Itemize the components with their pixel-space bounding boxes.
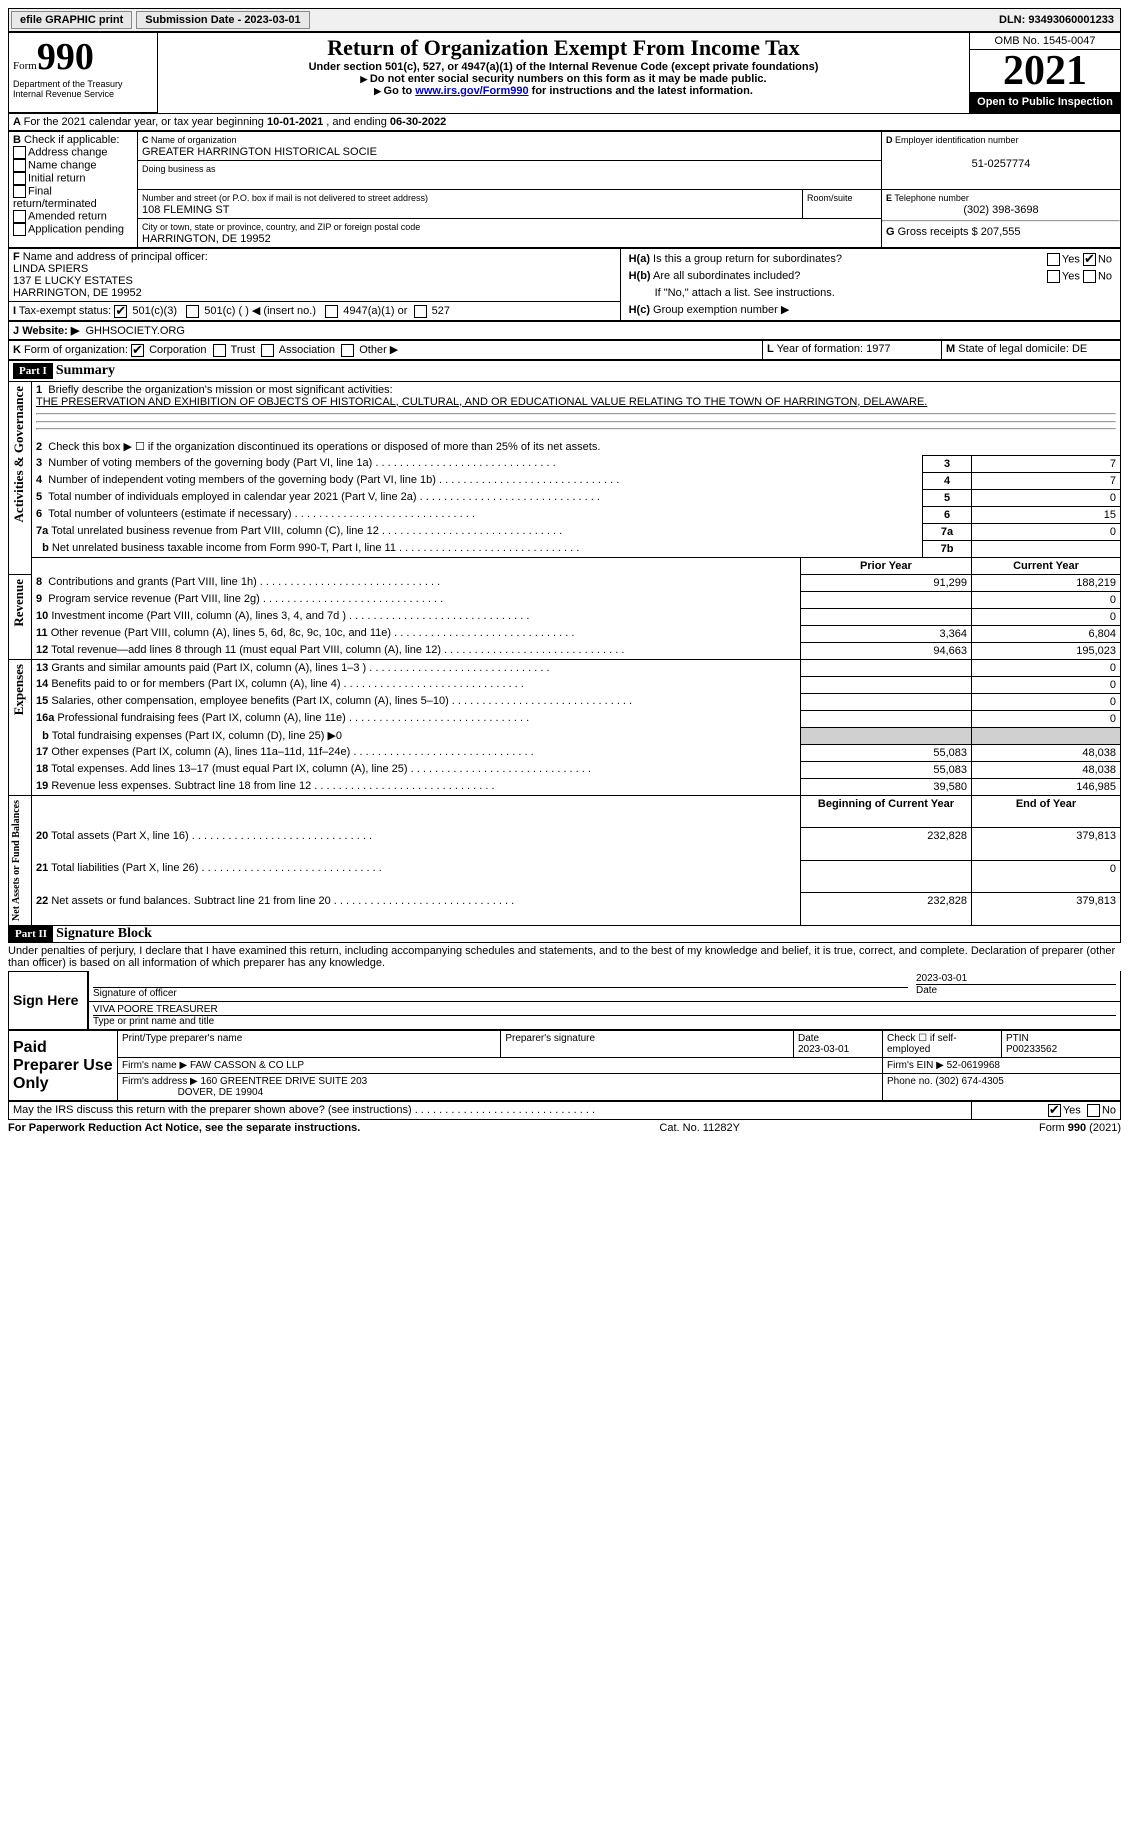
tax-year: 2021 [970,50,1120,92]
summary-row: 3 Number of voting members of the govern… [9,455,1121,472]
street-cell: Number and street (or P.O. box if mail i… [138,190,803,219]
submission-date-button[interactable]: Submission Date - 2023-03-01 [136,11,309,29]
sign-here-label: Sign Here [13,992,78,1008]
side-label-net: Net Assets or Fund Balances [9,796,24,925]
paid-preparer-label: Paid Preparer Use Only [13,1039,113,1092]
summary-row: b Net unrelated business taxable income … [9,540,1121,557]
trust-checkbox[interactable] [213,344,226,357]
form-subtitle-2: Do not enter social security numbers on … [162,73,965,85]
amended-return-checkbox[interactable] [13,210,26,223]
form-title: Return of Organization Exempt From Incom… [162,35,965,61]
527-checkbox[interactable] [414,305,427,318]
summary-row: 6 Total number of volunteers (estimate i… [9,506,1121,523]
prep-sig-cell: Preparer's signature [501,1031,794,1058]
prep-date-cell: Date2023-03-01 [794,1031,883,1058]
summary-row: 4 Number of independent voting members o… [9,472,1121,489]
phone-receipts-cell: E Telephone number (302) 398-3698 G Gros… [882,190,1121,248]
end-year-header: End of Year [972,795,1121,827]
line-a: A For the 2021 calendar year, or tax yea… [9,114,1121,131]
dba-cell: Doing business as [138,161,882,190]
begin-year-header: Beginning of Current Year [800,795,971,827]
room-cell: Room/suite [803,190,882,219]
hb-yes-checkbox[interactable] [1047,270,1060,283]
sig-date-label: Date [916,984,1116,996]
side-label-rev: Revenue [9,575,29,631]
part2-header-row: Part II Signature Block [8,926,1121,943]
org-name-cell: C Name of organization GREATER HARRINGTO… [138,132,882,161]
side-label-exp: Expenses [9,660,29,719]
may-irs-row: May the IRS discuss this return with the… [9,1102,972,1120]
hb-no-checkbox[interactable] [1083,270,1096,283]
current-year-header: Current Year [972,557,1121,574]
prep-name-cell: Print/Type preparer's name [118,1031,501,1058]
self-employed-cell: Check ☐ if self-employed [883,1031,1002,1058]
form-number: Form990 [13,35,153,79]
dln-label: DLN: 93493060001233 [999,14,1118,26]
may-irs-no-checkbox[interactable] [1087,1104,1100,1117]
section-b: B Check if applicable: Address change Na… [9,132,138,248]
summary-row: 5 Total number of individuals employed i… [9,489,1121,506]
501c3-checkbox[interactable] [114,305,127,318]
other-checkbox[interactable] [341,344,354,357]
irs-label: Internal Revenue Service [13,89,153,99]
line-2: 2 Check this box ▶ ☐ if the organization… [32,438,1121,456]
application-pending-checkbox[interactable] [13,223,26,236]
website-cell: J Website: ▶ GHHSOCIETY.ORG [9,322,1121,340]
corp-checkbox[interactable] [131,344,144,357]
section-h: H(a) Is this a group return for subordin… [620,249,1120,321]
firm-phone-cell: Phone no. (302) 674-4305 [883,1074,1121,1101]
line-1: 1 Briefly describe the organization's mi… [32,381,1121,438]
officer-name-value: VIVA POORE TREASURER [93,1004,1116,1015]
efile-print-button[interactable]: efile GRAPHIC print [11,11,132,29]
501c-checkbox[interactable] [186,305,199,318]
perjury-declaration: Under penalties of perjury, I declare th… [8,943,1121,971]
may-irs-yes-checkbox[interactable] [1048,1104,1061,1117]
ptin-cell: PTINP00233562 [1002,1031,1121,1058]
initial-return-checkbox[interactable] [13,172,26,185]
ha-yes-checkbox[interactable] [1047,253,1060,266]
part1-header-row: Part I Summary [9,360,1121,381]
form-header: Form990 Department of the Treasury Inter… [8,32,1121,113]
sig-date-value: 2023-03-01 [916,973,1116,984]
firm-ein-cell: Firm's EIN ▶ 52-0619968 [883,1058,1121,1074]
officer-name-label: Type or print name and title [93,1015,1116,1027]
ha-no-checkbox[interactable] [1083,253,1096,266]
ein-cell: D Employer identification number 51-0257… [882,132,1121,190]
name-change-checkbox[interactable] [13,159,26,172]
address-change-checkbox[interactable] [13,146,26,159]
sig-officer-label: Signature of officer [93,987,908,999]
4947-checkbox[interactable] [325,305,338,318]
form-subtitle-3: Go to www.irs.gov/Form990 for instructio… [162,85,965,97]
page-footer: For Paperwork Reduction Act Notice, see … [8,1120,1121,1134]
firm-addr-cell: Firm's address ▶ 160 GREENTREE DRIVE SUI… [118,1074,883,1101]
final-return-checkbox[interactable] [13,185,26,198]
top-toolbar: efile GRAPHIC print Submission Date - 20… [8,8,1121,32]
dept-label: Department of the Treasury [13,79,153,89]
city-cell: City or town, state or province, country… [138,219,882,248]
form-org-cell: K Form of organization: Corporation Trus… [9,341,763,360]
open-inspection-label: Open to Public Inspection [970,92,1120,112]
tax-exempt-cell: I Tax-exempt status: 501(c)(3) 501(c) ( … [9,302,621,321]
side-label-ag: Activities & Governance [9,382,29,526]
prior-year-header: Prior Year [800,557,971,574]
assoc-checkbox[interactable] [261,344,274,357]
form-subtitle-1: Under section 501(c), 527, or 4947(a)(1)… [162,61,965,73]
summary-row: 7a Total unrelated business revenue from… [9,523,1121,540]
form990-link[interactable]: www.irs.gov/Form990 [415,85,528,97]
officer-cell: F Name and address of principal officer:… [9,249,621,302]
year-formation-cell: L Year of formation: 1977 [763,341,942,360]
firm-name-cell: Firm's name ▶ FAW CASSON & CO LLP [118,1058,883,1074]
state-domicile-cell: M State of legal domicile: DE [942,341,1121,360]
